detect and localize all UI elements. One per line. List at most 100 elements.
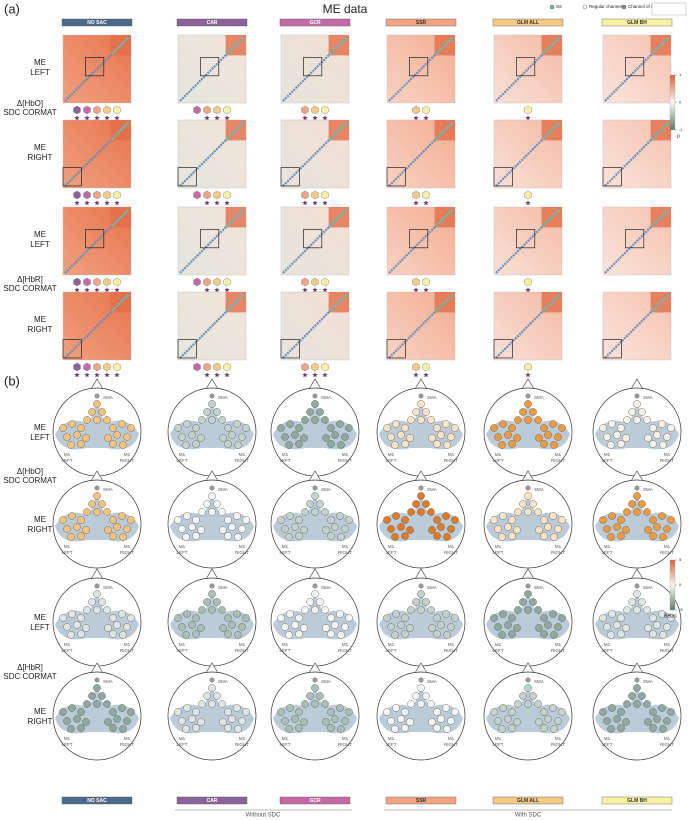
channel [401,724,409,732]
channel [311,400,319,408]
channel [447,433,455,441]
region-label: SMA [427,679,437,684]
region-label: RIGHT [235,458,249,463]
channel [617,724,625,732]
channel [311,700,319,708]
channel [68,420,76,428]
channel [67,725,75,733]
channel [550,441,558,449]
region-label: M1 [64,452,71,457]
channel [233,610,241,618]
region-label: LEFT [61,648,72,653]
channel [118,610,126,618]
region-label: SMA [534,395,544,400]
channel [397,715,405,723]
region-label: RIGHT [551,458,565,463]
significance-star [114,287,120,293]
channel [649,724,657,732]
region-label: LEFT [61,742,72,747]
region-label: M1 [179,642,186,647]
channel [327,532,335,540]
region-label: M1 [124,544,131,549]
row-label: LEFT [30,433,50,442]
channel [77,532,85,540]
channel [613,431,621,439]
channel [644,624,652,632]
channel [534,508,542,516]
channel [198,508,206,516]
method-hexagon [422,105,430,115]
channel [417,684,425,692]
significance-star [94,115,100,121]
significance-star [94,372,100,378]
region-label: RIGHT [660,458,674,463]
channel [544,523,552,531]
method-hexagon [422,277,430,287]
colorbar-tick-label: -5 [679,607,683,612]
channel [178,717,186,725]
channel [622,434,630,442]
method-bar [61,796,133,805]
channel [524,606,532,614]
channel [608,420,616,428]
channel [123,717,131,725]
chromophore-label: Δ[HbR] [17,275,43,284]
significance-star [423,115,429,121]
channel [558,708,566,716]
region-label: LEFT [601,742,612,747]
channel [104,526,112,534]
region-label: M1 [342,642,349,647]
channel [183,610,191,618]
region-label: SMA [218,679,228,684]
method-hexagon [524,190,532,200]
channel [437,523,445,531]
channel [524,508,532,516]
ss-channel [418,677,424,683]
channel [93,492,101,500]
channel [77,440,85,448]
channel [197,718,205,726]
significance-star [322,115,328,121]
region-box [625,229,645,249]
method-bar [279,18,351,27]
region-label: RIGHT [551,550,565,555]
channel [59,708,67,716]
matrix-diagonal-ss [542,36,561,55]
channel [451,708,459,716]
channel [608,512,616,520]
colorbar [669,559,676,611]
region-label: M1 [124,642,131,647]
region-label: M1 [124,452,131,457]
channel [383,424,391,432]
channel [285,725,293,733]
head-nose [90,470,104,482]
channel [321,508,329,516]
channel [192,630,200,638]
method-hexagon [321,105,329,115]
channel [667,516,675,524]
channel [77,708,85,716]
channel [513,624,521,632]
method-hexagon [83,190,91,200]
channel [490,516,498,524]
channel [213,500,221,508]
channel [306,598,314,606]
channel [224,440,232,448]
method-hexagon [113,277,121,287]
region-label: LEFT [279,648,290,653]
region-label: SMA [643,679,653,684]
colorbar-label: ρ [677,133,680,139]
channel [417,400,425,408]
region-label: LEFT [385,550,396,555]
channel [63,525,71,533]
significance-star [94,200,100,206]
channel [73,621,81,629]
region-label: SMA [643,487,653,492]
head-nose [90,568,104,580]
channel [286,512,294,520]
inset-legend [651,2,687,16]
method-bar [385,796,457,805]
channel [224,708,232,716]
channel [203,598,211,606]
region-label: SMA [321,585,331,590]
